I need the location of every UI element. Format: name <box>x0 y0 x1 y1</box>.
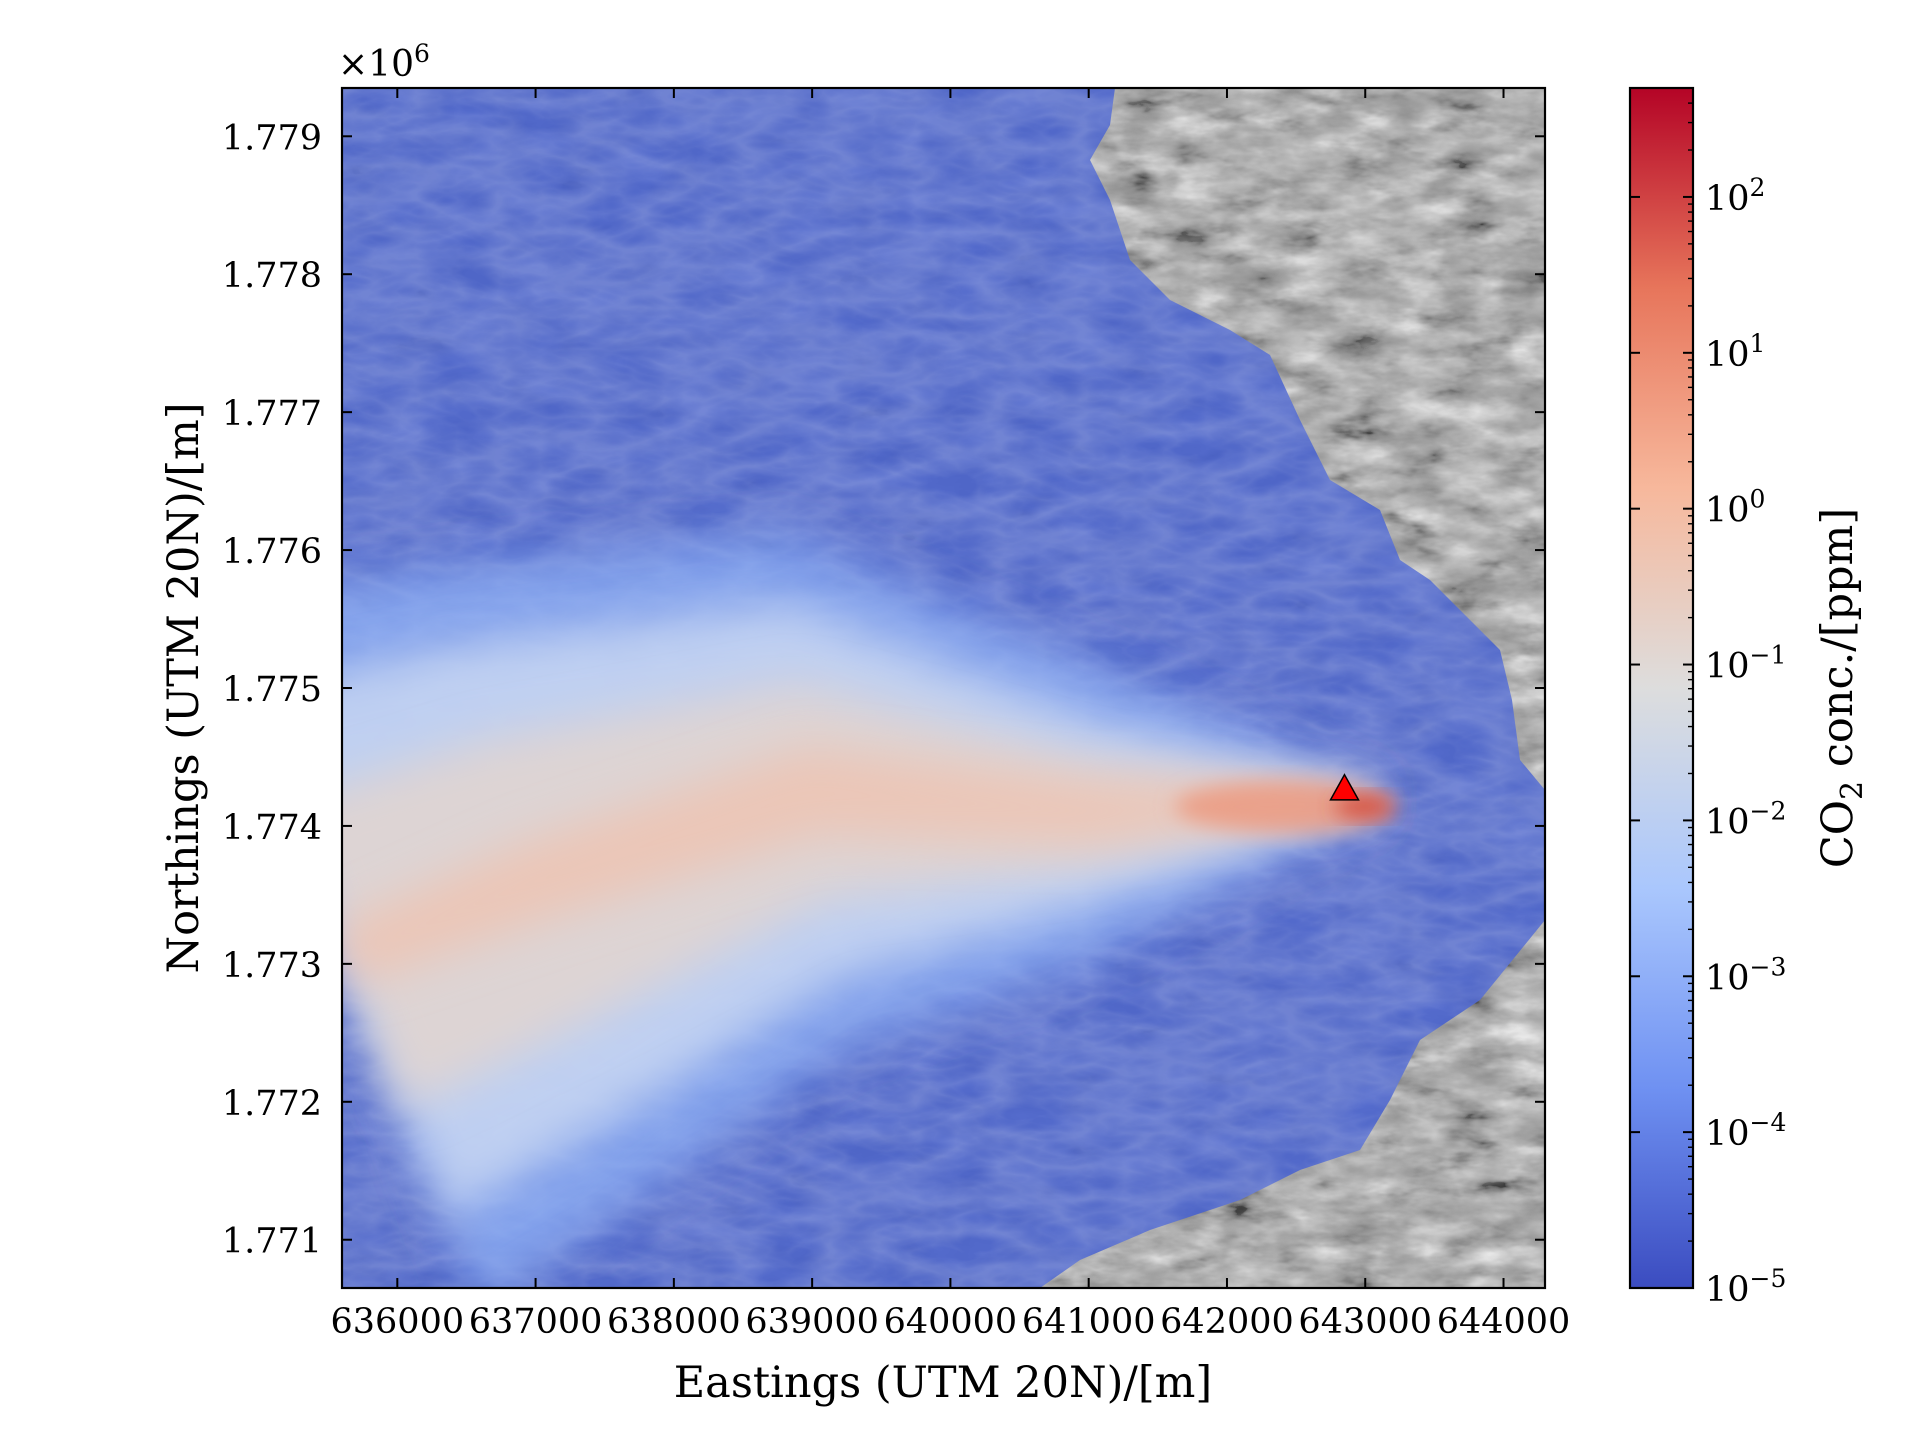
co2-plume <box>342 533 1395 1288</box>
y-axis-label: Northings (UTM 20N)/[m] <box>159 402 209 973</box>
colorbar-tick-label: 10−5 <box>1705 1264 1786 1310</box>
y-tick-label: 1.773 <box>222 946 322 986</box>
map-plot-area <box>342 88 1545 1288</box>
colorbar-tick-label: 10−3 <box>1705 952 1786 998</box>
colorbar-tick-label: 102 <box>1705 173 1765 219</box>
y-tick-label: 1.772 <box>222 1084 322 1124</box>
colorbar-ticks: 10−5 10−4 10−3 10−2 10−1 100 101 102 <box>1630 87 1786 1310</box>
colorbar-tick-label: 101 <box>1705 329 1765 375</box>
x-tick-label: 640000 <box>884 1302 1018 1342</box>
colorbar-tick-label: 10−2 <box>1705 796 1786 842</box>
y-offset-text: ×106 <box>338 39 430 85</box>
y-tick-label: 1.771 <box>222 1222 322 1262</box>
source-marker-group <box>1329 773 1360 801</box>
y-tick-label: 1.774 <box>222 808 322 848</box>
y-tick-label: 1.779 <box>222 118 322 158</box>
y-tick-label: 1.775 <box>222 670 322 710</box>
colorbar-label: CO2 conc./[ppm] <box>1813 508 1870 868</box>
x-axis-label: Eastings (UTM 20N)/[m] <box>674 1358 1212 1408</box>
x-tick-label: 642000 <box>1160 1302 1294 1342</box>
y-tick-label: 1.776 <box>222 532 322 572</box>
x-tick-label: 643000 <box>1298 1302 1432 1342</box>
plume-peak <box>1334 794 1395 819</box>
colorbar-tick-label: 10−1 <box>1705 641 1786 687</box>
x-tick-label: 636000 <box>331 1302 465 1342</box>
x-tick-label: 639000 <box>745 1302 879 1342</box>
x-tick-label: 638000 <box>607 1302 741 1342</box>
x-tick-label: 641000 <box>1022 1302 1156 1342</box>
x-tick-label: 644000 <box>1437 1302 1571 1342</box>
y-tick-label: 1.778 <box>222 256 322 296</box>
x-tick-label: 637000 <box>469 1302 603 1342</box>
source-marker <box>1329 773 1360 801</box>
colorbar-tick-label: 10−4 <box>1705 1108 1786 1154</box>
plume-contour-4 <box>342 746 1373 985</box>
x-axis-ticks: 636000 637000 638000 639000 640000 641000 6420… <box>331 88 1571 1342</box>
colorbar <box>1628 86 1695 1290</box>
y-tick-label: 1.777 <box>222 394 322 434</box>
y-axis-ticks: 1.771 1.772 1.773 1.774 1.775 1.776 1.777 1.778… <box>222 118 1545 1262</box>
colorbar-tick-label: 100 <box>1705 485 1765 531</box>
